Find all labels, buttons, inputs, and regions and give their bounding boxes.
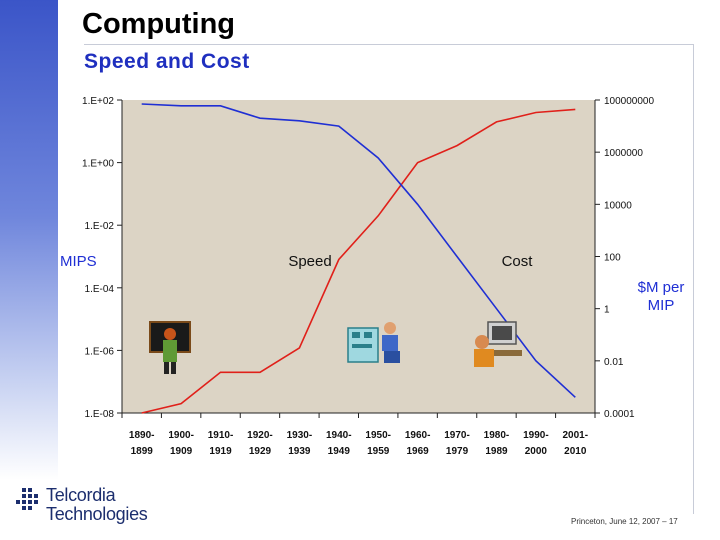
right-tick-label: 1 <box>604 305 610 316</box>
x-tick-label: 1909 <box>170 446 193 457</box>
logo-line-1: Telcordia <box>46 485 116 505</box>
x-tick-label: 1890- <box>129 430 155 441</box>
series-line-speed <box>141 108 576 414</box>
left-tick-label: 1.E-08 <box>85 409 115 420</box>
x-tick-label: 1980- <box>484 430 510 441</box>
right-tick-label: 100 <box>604 253 621 264</box>
x-tick-label: 1989 <box>485 446 508 457</box>
right-tick-label: 0.0001 <box>604 409 635 420</box>
person-at-chalkboard-icon <box>149 321 191 374</box>
x-tick-label: 1919 <box>209 446 232 457</box>
right-divider <box>693 44 694 514</box>
page-title: Computing <box>82 8 236 40</box>
left-tick-label: 1.E-02 <box>85 221 115 232</box>
x-tick-label: 1970- <box>444 430 470 441</box>
x-tick-label: 1920- <box>247 430 273 441</box>
left-tick-label: 1.E+02 <box>82 96 114 107</box>
chart-series <box>141 103 576 414</box>
x-tick-label: 1940- <box>326 430 352 441</box>
right-tick-label: 10000 <box>604 200 632 211</box>
x-tick-label: 1950- <box>365 430 391 441</box>
x-tick-label: 1969 <box>407 446 430 457</box>
x-tick-label: 1960- <box>405 430 431 441</box>
right-tick-label: 0.01 <box>604 357 624 368</box>
x-tick-label: 1900- <box>168 430 194 441</box>
cost-annotation: Cost <box>502 253 534 270</box>
x-tick-label: 1990- <box>523 430 549 441</box>
left-axis-label: MIPS <box>60 253 97 270</box>
x-tick-label: 1979 <box>446 446 469 457</box>
footer-text: Princeton, June 12, 2007 – 17 <box>571 517 678 526</box>
person-at-pc-icon <box>474 321 522 367</box>
chart-labels: 1.E-08 1.E-06 1.E-04 1.E-02 1.E+00 1.E+02 0.00… <box>60 96 684 457</box>
right-axis-label: MIP <box>648 297 675 314</box>
chart-axes <box>117 99 600 418</box>
x-tick-label: 1949 <box>328 446 351 457</box>
person-at-computer-console-icon <box>347 322 400 363</box>
x-tick-label: 1929 <box>249 446 272 457</box>
left-tick-label: 1.E+00 <box>82 159 114 170</box>
right-tick-label: 1000000 <box>604 148 643 159</box>
company-logo-text: Telcordia Technologies <box>46 485 148 524</box>
title-divider <box>84 44 694 45</box>
right-tick-label: 100000000 <box>604 96 654 107</box>
decorative-left-band <box>0 0 58 480</box>
speed-annotation: Speed <box>288 253 331 270</box>
x-tick-label: 2010 <box>564 446 587 457</box>
page-subtitle: Speed and Cost <box>84 50 250 73</box>
left-tick-label: 1.E-06 <box>85 346 115 357</box>
left-tick-label: 1.E-04 <box>85 284 115 295</box>
x-tick-label: 1939 <box>288 446 311 457</box>
series-line-cost <box>141 103 576 398</box>
telcordia-logo-icon <box>14 486 44 514</box>
x-tick-label: 2001- <box>563 430 589 441</box>
x-tick-label: 1899 <box>131 446 154 457</box>
x-tick-label: 2000 <box>525 446 548 457</box>
x-tick-label: 1910- <box>208 430 234 441</box>
x-tick-label: 1930- <box>287 430 313 441</box>
x-tick-label: 1959 <box>367 446 390 457</box>
right-axis-label: $M per <box>638 279 685 296</box>
logo-line-2: Technologies <box>46 504 148 524</box>
